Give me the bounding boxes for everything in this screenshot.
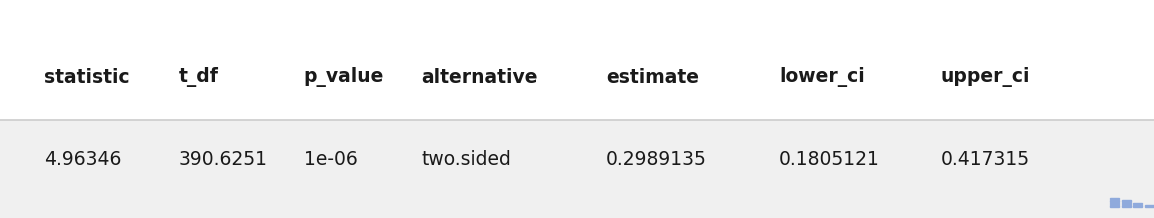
Bar	[1133, 205, 1142, 207]
Text: upper_ci: upper_ci	[941, 67, 1031, 87]
Text: alternative: alternative	[421, 68, 538, 87]
Text: two.sided: two.sided	[421, 150, 511, 169]
Text: 0.1805121: 0.1805121	[779, 150, 879, 169]
Bar	[1110, 198, 1119, 199]
Bar	[1133, 203, 1142, 204]
Text: p_value: p_value	[304, 67, 384, 87]
Bar	[1122, 205, 1131, 207]
Bar	[1145, 205, 1154, 207]
Bar	[1110, 203, 1119, 204]
Bar	[1110, 205, 1119, 207]
Text: 0.417315: 0.417315	[941, 150, 1029, 169]
Bar	[1122, 203, 1131, 204]
Bar	[0, 0, 1154, 120]
Text: 0.2989135: 0.2989135	[606, 150, 706, 169]
Text: statistic: statistic	[44, 68, 129, 87]
Text: estimate: estimate	[606, 68, 699, 87]
Text: 4.96346: 4.96346	[44, 150, 121, 169]
Bar	[1122, 200, 1131, 202]
Bar	[1110, 200, 1119, 202]
Text: 1e-06: 1e-06	[304, 150, 358, 169]
Text: lower_ci: lower_ci	[779, 67, 864, 87]
Text: t_df: t_df	[179, 67, 219, 87]
Bar	[0, 120, 1154, 218]
Text: 390.6251: 390.6251	[179, 150, 268, 169]
